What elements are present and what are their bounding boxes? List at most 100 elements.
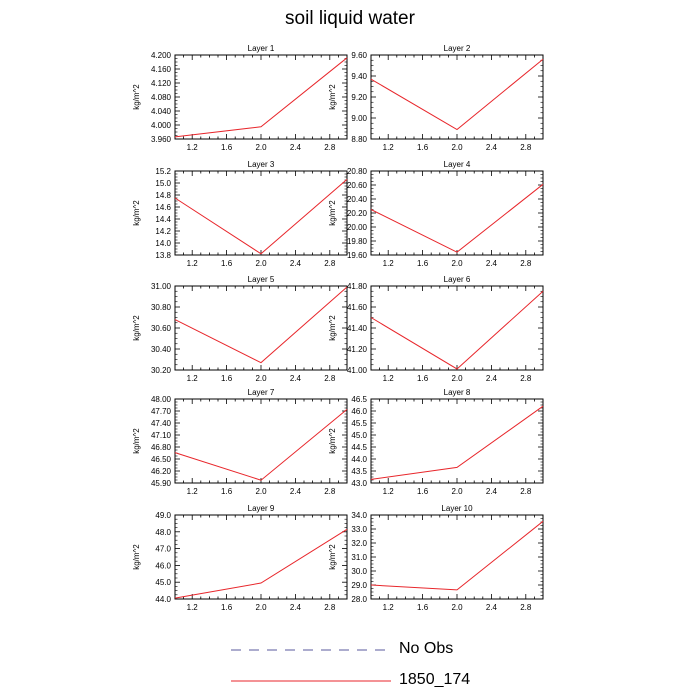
- y-tick-label: 48.0: [155, 528, 171, 537]
- legend-label-1850-174: 1850_174: [399, 671, 471, 688]
- panel-3: Layer 3 kg/m^2 1.2 1.6 2.0 2.4 2.8 13.8 14.0 14.2…: [132, 160, 348, 268]
- x-tick-label: 2.4: [290, 374, 302, 383]
- y-tick-label: 30.0: [351, 567, 367, 576]
- y-axis-label: kg/m^2: [328, 200, 337, 226]
- y-tick-label: 3.960: [151, 135, 172, 144]
- series-line-1850-174: [174, 409, 348, 481]
- y-axis-label: kg/m^2: [132, 315, 141, 341]
- panel-title: Layer 7: [248, 388, 275, 397]
- x-tick-label: 1.6: [221, 374, 233, 383]
- series-line-1850-174: [370, 183, 544, 253]
- x-tick-label: 1.2: [187, 259, 199, 268]
- y-tick-label: 41.80: [347, 282, 368, 291]
- y-tick-label: 45.0: [155, 578, 171, 587]
- y-tick-label: 28.0: [351, 595, 367, 604]
- y-tick-label: 46.50: [151, 455, 172, 464]
- x-tick-label: 1.2: [383, 487, 395, 496]
- x-tick-label: 2.0: [255, 143, 267, 152]
- x-tick-label: 2.0: [451, 487, 463, 496]
- x-tick-label: 2.0: [451, 374, 463, 383]
- y-tick-label: 30.40: [151, 345, 172, 354]
- panel-title: Layer 3: [248, 160, 275, 169]
- panel-title: Layer 6: [444, 275, 471, 284]
- y-tick-label: 15.2: [155, 167, 171, 176]
- panel-4: Layer 4 kg/m^2 1.2 1.6 2.0 2.4 2.8 19.60 19.80 20…: [328, 160, 544, 268]
- y-tick-label: 48.00: [151, 395, 172, 404]
- plot-frame: [174, 514, 348, 600]
- panel-title: Layer 5: [248, 275, 275, 284]
- x-tick-label: 2.4: [290, 487, 302, 496]
- x-tick-label: 2.8: [520, 603, 532, 612]
- x-tick-label: 2.4: [486, 259, 498, 268]
- x-tick-label: 2.0: [255, 603, 267, 612]
- plot-frame: [174, 398, 348, 484]
- x-tick-label: 1.6: [417, 374, 429, 383]
- y-tick-label: 14.4: [155, 215, 171, 224]
- x-tick-label: 1.6: [221, 259, 233, 268]
- series-line-1850-174: [174, 179, 348, 255]
- y-axis-label: kg/m^2: [132, 200, 141, 226]
- x-tick-label: 2.0: [451, 259, 463, 268]
- y-axis-label: kg/m^2: [132, 544, 141, 570]
- panel-10: Layer 10 kg/m^2 1.2 1.6 2.0 2.4 2.8 28.0 29.0 30.…: [328, 504, 544, 612]
- legend-label-no-obs: No Obs: [399, 640, 454, 657]
- y-axis-label: kg/m^2: [132, 84, 141, 110]
- y-axis-label: kg/m^2: [328, 315, 337, 341]
- x-tick-label: 2.8: [520, 259, 532, 268]
- x-tick-label: 2.8: [520, 143, 532, 152]
- plot-frame: [370, 285, 544, 371]
- y-tick-label: 41.60: [347, 303, 368, 312]
- x-tick-label: 2.4: [290, 603, 302, 612]
- x-tick-label: 2.8: [324, 143, 336, 152]
- y-tick-label: 20.60: [347, 181, 368, 190]
- x-tick-label: 2.8: [520, 374, 532, 383]
- plot-frame: [370, 170, 544, 256]
- y-tick-label: 9.60: [351, 51, 367, 60]
- y-tick-label: 4.040: [151, 107, 172, 116]
- x-tick-label: 1.2: [187, 143, 199, 152]
- y-tick-label: 41.20: [347, 345, 368, 354]
- y-tick-label: 46.0: [351, 407, 367, 416]
- panel-title: Layer 9: [248, 504, 275, 513]
- y-axis-label: kg/m^2: [328, 84, 337, 110]
- panel-7: Layer 7 kg/m^2 1.2 1.6 2.0 2.4 2.8 45.90 46.20 46…: [132, 388, 348, 496]
- y-tick-label: 46.0: [155, 561, 171, 570]
- y-tick-label: 30.80: [151, 303, 172, 312]
- y-tick-label: 20.80: [347, 167, 368, 176]
- y-tick-label: 20.00: [347, 223, 368, 232]
- panel-8: Layer 8 kg/m^2 1.2 1.6 2.0 2.4 2.8 43.0 43.5 44.0…: [328, 388, 544, 496]
- y-tick-label: 41.40: [347, 324, 368, 333]
- x-tick-label: 2.4: [290, 143, 302, 152]
- y-tick-label: 45.5: [351, 419, 367, 428]
- y-tick-label: 4.120: [151, 79, 172, 88]
- x-tick-label: 1.6: [417, 259, 429, 268]
- x-tick-label: 2.4: [486, 603, 498, 612]
- y-tick-label: 47.0: [155, 545, 171, 554]
- y-tick-label: 4.160: [151, 65, 172, 74]
- x-tick-label: 1.2: [383, 259, 395, 268]
- y-tick-label: 43.5: [351, 467, 367, 476]
- series-line-1850-174: [174, 57, 348, 138]
- series-line-1850-174: [370, 520, 544, 591]
- y-tick-label: 46.20: [151, 467, 172, 476]
- x-tick-label: 1.2: [383, 374, 395, 383]
- x-tick-label: 2.8: [324, 374, 336, 383]
- y-tick-label: 45.0: [351, 431, 367, 440]
- series-line-1850-174: [174, 528, 348, 599]
- y-tick-label: 14.0: [155, 239, 171, 248]
- x-tick-label: 1.6: [221, 487, 233, 496]
- x-tick-label: 2.8: [324, 259, 336, 268]
- y-tick-label: 34.0: [351, 511, 367, 520]
- y-tick-label: 46.80: [151, 443, 172, 452]
- panel-2: Layer 2 kg/m^2 1.2 1.6 2.0 2.4 2.8 8.80 9.00 9.20…: [328, 44, 544, 152]
- y-tick-label: 9.20: [351, 93, 367, 102]
- x-tick-label: 1.6: [417, 487, 429, 496]
- x-tick-label: 2.0: [451, 603, 463, 612]
- y-tick-label: 41.00: [347, 366, 368, 375]
- plot-frame: [370, 54, 544, 140]
- y-axis-label: kg/m^2: [132, 428, 141, 454]
- y-tick-label: 44.0: [351, 455, 367, 464]
- series-line-1850-174: [370, 290, 544, 370]
- series-line-1850-174: [174, 286, 348, 364]
- panel-title: Layer 8: [444, 388, 471, 397]
